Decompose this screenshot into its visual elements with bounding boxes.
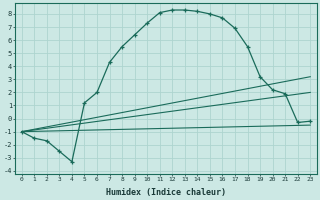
X-axis label: Humidex (Indice chaleur): Humidex (Indice chaleur) bbox=[106, 188, 226, 197]
